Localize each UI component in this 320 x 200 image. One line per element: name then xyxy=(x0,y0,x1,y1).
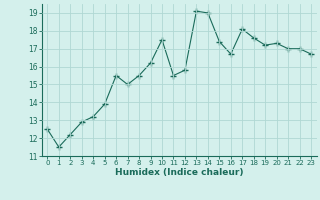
X-axis label: Humidex (Indice chaleur): Humidex (Indice chaleur) xyxy=(115,168,244,177)
